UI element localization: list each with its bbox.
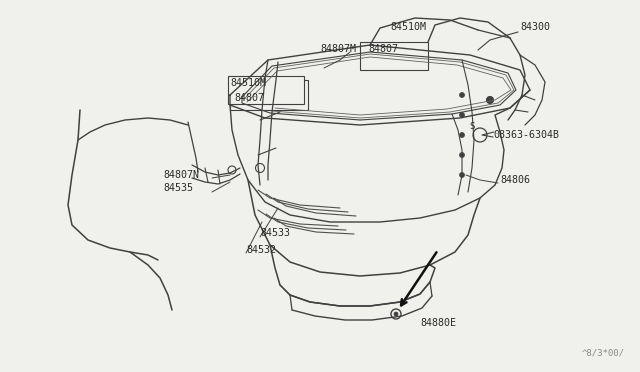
Text: 84807: 84807 — [234, 93, 264, 103]
Circle shape — [460, 173, 465, 177]
Text: S: S — [469, 122, 475, 131]
Circle shape — [486, 96, 493, 103]
Circle shape — [394, 312, 398, 316]
Circle shape — [460, 132, 465, 138]
Circle shape — [460, 112, 465, 118]
Bar — [228, 76, 304, 104]
Text: 84510M: 84510M — [390, 22, 426, 32]
Text: 84532: 84532 — [246, 245, 276, 255]
Text: ^8/3*00/: ^8/3*00/ — [582, 349, 625, 358]
Text: 84510M: 84510M — [230, 78, 266, 88]
Bar — [230, 80, 308, 110]
Text: 84807: 84807 — [368, 44, 398, 54]
Circle shape — [460, 93, 465, 97]
Bar — [360, 42, 428, 70]
Text: 84535: 84535 — [163, 183, 193, 193]
Text: 84880E: 84880E — [420, 318, 456, 328]
Text: 84807M: 84807M — [320, 44, 356, 54]
Text: 84300: 84300 — [520, 22, 550, 32]
Text: 84807N: 84807N — [163, 170, 199, 180]
Text: 84533: 84533 — [260, 228, 290, 238]
Text: 84806: 84806 — [500, 175, 530, 185]
Circle shape — [460, 153, 465, 157]
Text: 08363-6304B: 08363-6304B — [493, 130, 559, 140]
